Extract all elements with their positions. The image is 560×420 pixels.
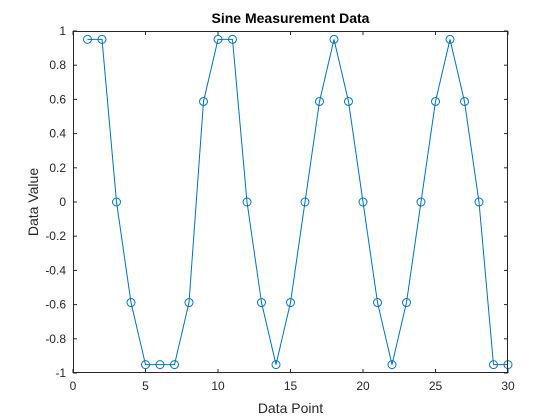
data-point: [489, 360, 498, 370]
data-point: [242, 197, 252, 207]
series-line: [87, 38, 508, 366]
y-tick-label: 0.4: [49, 127, 66, 141]
data-point: [431, 96, 440, 106]
x-tick-label: 5: [142, 379, 149, 393]
y-tick-label: -0.4: [45, 263, 66, 277]
data-point: [416, 197, 426, 207]
y-tick-label: -1: [55, 366, 66, 380]
data-point: [373, 298, 382, 308]
data-point: [286, 298, 295, 308]
data-point: [300, 197, 310, 207]
plot-frame: [73, 31, 508, 373]
data-series: [83, 34, 513, 370]
y-tick-label: -0.8: [45, 332, 66, 346]
y-tick-label: 0.2: [49, 161, 66, 175]
data-point: [329, 34, 339, 44]
data-point: [460, 96, 469, 106]
data-point: [155, 360, 165, 370]
ticks: 0 5 10 15 20 25 30 -1 -0.8 -0.6 -0.4 -0.2 0 0.2 0.4 0.6…: [45, 24, 515, 393]
data-point: [126, 298, 136, 308]
data-point: [83, 34, 92, 44]
data-point: [199, 96, 208, 106]
data-point: [387, 360, 397, 370]
x-tick-label: 0: [70, 379, 77, 393]
data-point: [402, 298, 411, 308]
data-point: [315, 96, 324, 106]
data-point: [184, 298, 194, 308]
x-tick-label: 30: [501, 379, 515, 393]
y-tick-label: 0.8: [49, 58, 66, 72]
data-point: [228, 34, 237, 44]
data-point: [344, 96, 353, 106]
x-axis-label: Data Point: [258, 400, 323, 416]
x-tick-label: 15: [284, 379, 298, 393]
data-point: [271, 360, 281, 370]
data-point: [141, 360, 150, 370]
y-axis-label: Data Value: [25, 168, 41, 236]
data-point: [358, 197, 368, 207]
data-point: [112, 197, 121, 207]
x-tick-label: 10: [211, 379, 225, 393]
y-tick-label: 1: [59, 24, 66, 38]
data-point: [97, 34, 107, 44]
y-tick-label: -0.6: [45, 298, 66, 312]
x-tick-label: 20: [356, 379, 370, 393]
y-tick-label: 0.6: [49, 92, 66, 106]
data-point: [474, 197, 484, 207]
data-point: [257, 298, 266, 308]
y-tick-label: -0.2: [45, 229, 66, 243]
data-point: [213, 34, 223, 44]
data-point: [170, 360, 179, 370]
x-tick-label: 25: [429, 379, 443, 393]
data-point: [445, 34, 455, 44]
y-tick-label: 0: [59, 195, 66, 209]
plot-area: [73, 31, 508, 373]
chart-title: Sine Measurement Data: [212, 10, 370, 26]
